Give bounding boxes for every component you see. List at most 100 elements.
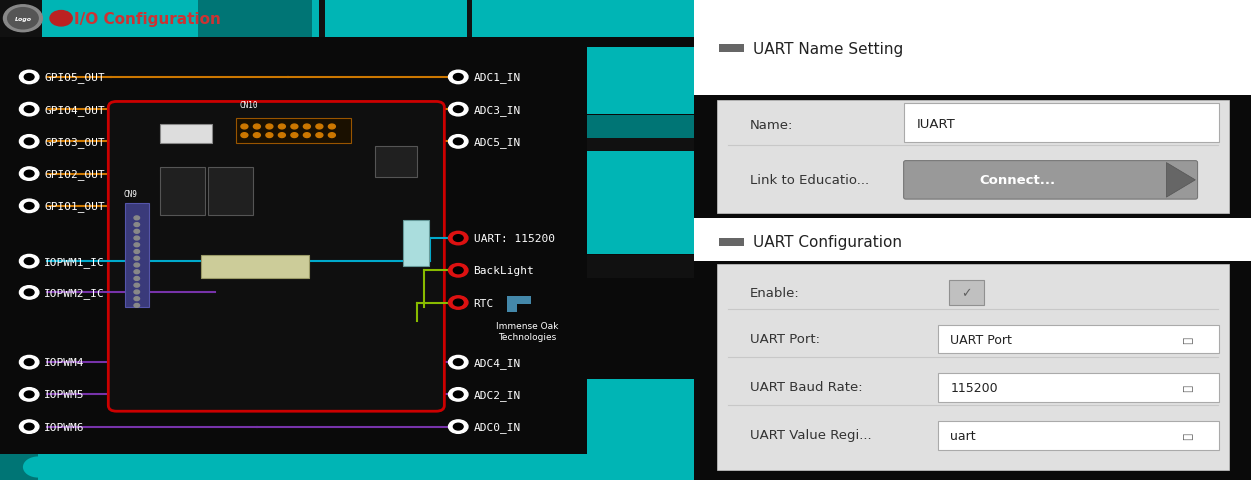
FancyBboxPatch shape xyxy=(719,239,744,246)
Circle shape xyxy=(20,71,39,84)
Text: ADC5_IN: ADC5_IN xyxy=(474,137,520,147)
FancyBboxPatch shape xyxy=(717,264,1228,470)
Text: BackLight: BackLight xyxy=(474,266,534,276)
FancyBboxPatch shape xyxy=(41,0,694,38)
Text: Name:: Name: xyxy=(751,118,793,132)
Text: GPIO4_OUT: GPIO4_OUT xyxy=(45,105,105,115)
Circle shape xyxy=(453,391,463,398)
Circle shape xyxy=(449,264,468,277)
Circle shape xyxy=(449,232,468,245)
Text: RTC: RTC xyxy=(474,298,494,308)
Circle shape xyxy=(453,300,463,306)
Circle shape xyxy=(134,243,140,247)
Text: ADC0_IN: ADC0_IN xyxy=(474,421,520,432)
Text: CN10: CN10 xyxy=(239,101,258,110)
Text: UART: 115200: UART: 115200 xyxy=(474,234,554,243)
FancyBboxPatch shape xyxy=(319,0,325,38)
FancyBboxPatch shape xyxy=(0,0,41,38)
Circle shape xyxy=(453,267,463,274)
FancyBboxPatch shape xyxy=(160,125,211,144)
FancyBboxPatch shape xyxy=(719,45,744,53)
Circle shape xyxy=(317,125,323,130)
Circle shape xyxy=(20,200,39,213)
Circle shape xyxy=(134,304,140,308)
Circle shape xyxy=(449,103,468,117)
FancyBboxPatch shape xyxy=(507,297,517,312)
Text: UART Baud Rate:: UART Baud Rate: xyxy=(751,380,863,393)
Circle shape xyxy=(134,297,140,301)
Text: Immense Oak
Technologies: Immense Oak Technologies xyxy=(497,322,559,341)
Text: UART Value Regi...: UART Value Regi... xyxy=(751,428,872,441)
FancyBboxPatch shape xyxy=(517,297,532,305)
FancyBboxPatch shape xyxy=(0,454,39,480)
Circle shape xyxy=(449,420,468,433)
Circle shape xyxy=(50,12,73,27)
Circle shape xyxy=(20,168,39,181)
Text: ADC1_IN: ADC1_IN xyxy=(474,72,520,83)
Circle shape xyxy=(134,237,140,240)
Circle shape xyxy=(134,270,140,274)
Circle shape xyxy=(24,107,34,113)
Text: 〉: 〉 xyxy=(1182,432,1192,439)
Text: ADC4_IN: ADC4_IN xyxy=(474,357,520,368)
Circle shape xyxy=(266,133,273,138)
Circle shape xyxy=(279,133,285,138)
Text: 〉: 〉 xyxy=(1182,384,1192,391)
Circle shape xyxy=(134,264,140,267)
FancyBboxPatch shape xyxy=(587,116,694,139)
Circle shape xyxy=(134,216,140,220)
Circle shape xyxy=(291,133,298,138)
Circle shape xyxy=(134,284,140,288)
Text: IOPWM1_IC: IOPWM1_IC xyxy=(45,256,105,267)
FancyBboxPatch shape xyxy=(208,168,254,216)
FancyBboxPatch shape xyxy=(694,218,1251,262)
Circle shape xyxy=(266,125,273,130)
Circle shape xyxy=(329,125,335,130)
Text: I/O Configuration: I/O Configuration xyxy=(74,12,221,27)
FancyBboxPatch shape xyxy=(375,146,417,178)
FancyBboxPatch shape xyxy=(587,255,694,278)
Text: GPIO5_OUT: GPIO5_OUT xyxy=(45,72,105,83)
FancyBboxPatch shape xyxy=(938,421,1218,450)
Circle shape xyxy=(134,230,140,234)
FancyBboxPatch shape xyxy=(236,119,350,144)
Wedge shape xyxy=(23,456,39,478)
Circle shape xyxy=(453,139,463,145)
Text: GPIO3_OUT: GPIO3_OUT xyxy=(45,137,105,147)
FancyBboxPatch shape xyxy=(717,101,1228,214)
Circle shape xyxy=(304,133,310,138)
Circle shape xyxy=(24,289,34,296)
Text: ADC2_IN: ADC2_IN xyxy=(474,389,520,400)
Circle shape xyxy=(291,125,298,130)
FancyBboxPatch shape xyxy=(587,48,694,115)
Circle shape xyxy=(304,125,310,130)
FancyBboxPatch shape xyxy=(109,102,444,411)
FancyBboxPatch shape xyxy=(938,373,1218,402)
Circle shape xyxy=(241,125,248,130)
Circle shape xyxy=(449,135,468,149)
Circle shape xyxy=(134,250,140,254)
Circle shape xyxy=(134,257,140,261)
Circle shape xyxy=(329,133,335,138)
Circle shape xyxy=(317,133,323,138)
FancyBboxPatch shape xyxy=(125,204,149,307)
Circle shape xyxy=(24,359,34,366)
Circle shape xyxy=(20,135,39,149)
Circle shape xyxy=(24,171,34,178)
FancyBboxPatch shape xyxy=(325,0,464,38)
Circle shape xyxy=(453,235,463,242)
Text: Enable:: Enable: xyxy=(751,286,799,300)
FancyBboxPatch shape xyxy=(160,168,205,216)
Circle shape xyxy=(4,6,43,33)
FancyBboxPatch shape xyxy=(403,221,429,266)
Text: IOPWM5: IOPWM5 xyxy=(45,390,85,399)
Text: GPIO1_OUT: GPIO1_OUT xyxy=(45,201,105,212)
Text: 115200: 115200 xyxy=(951,381,998,395)
Circle shape xyxy=(24,423,34,430)
FancyBboxPatch shape xyxy=(587,151,694,254)
Circle shape xyxy=(254,125,260,130)
Text: Logo: Logo xyxy=(15,17,31,22)
FancyBboxPatch shape xyxy=(467,0,472,38)
Text: UART Port:: UART Port: xyxy=(751,332,819,345)
FancyBboxPatch shape xyxy=(201,255,309,278)
